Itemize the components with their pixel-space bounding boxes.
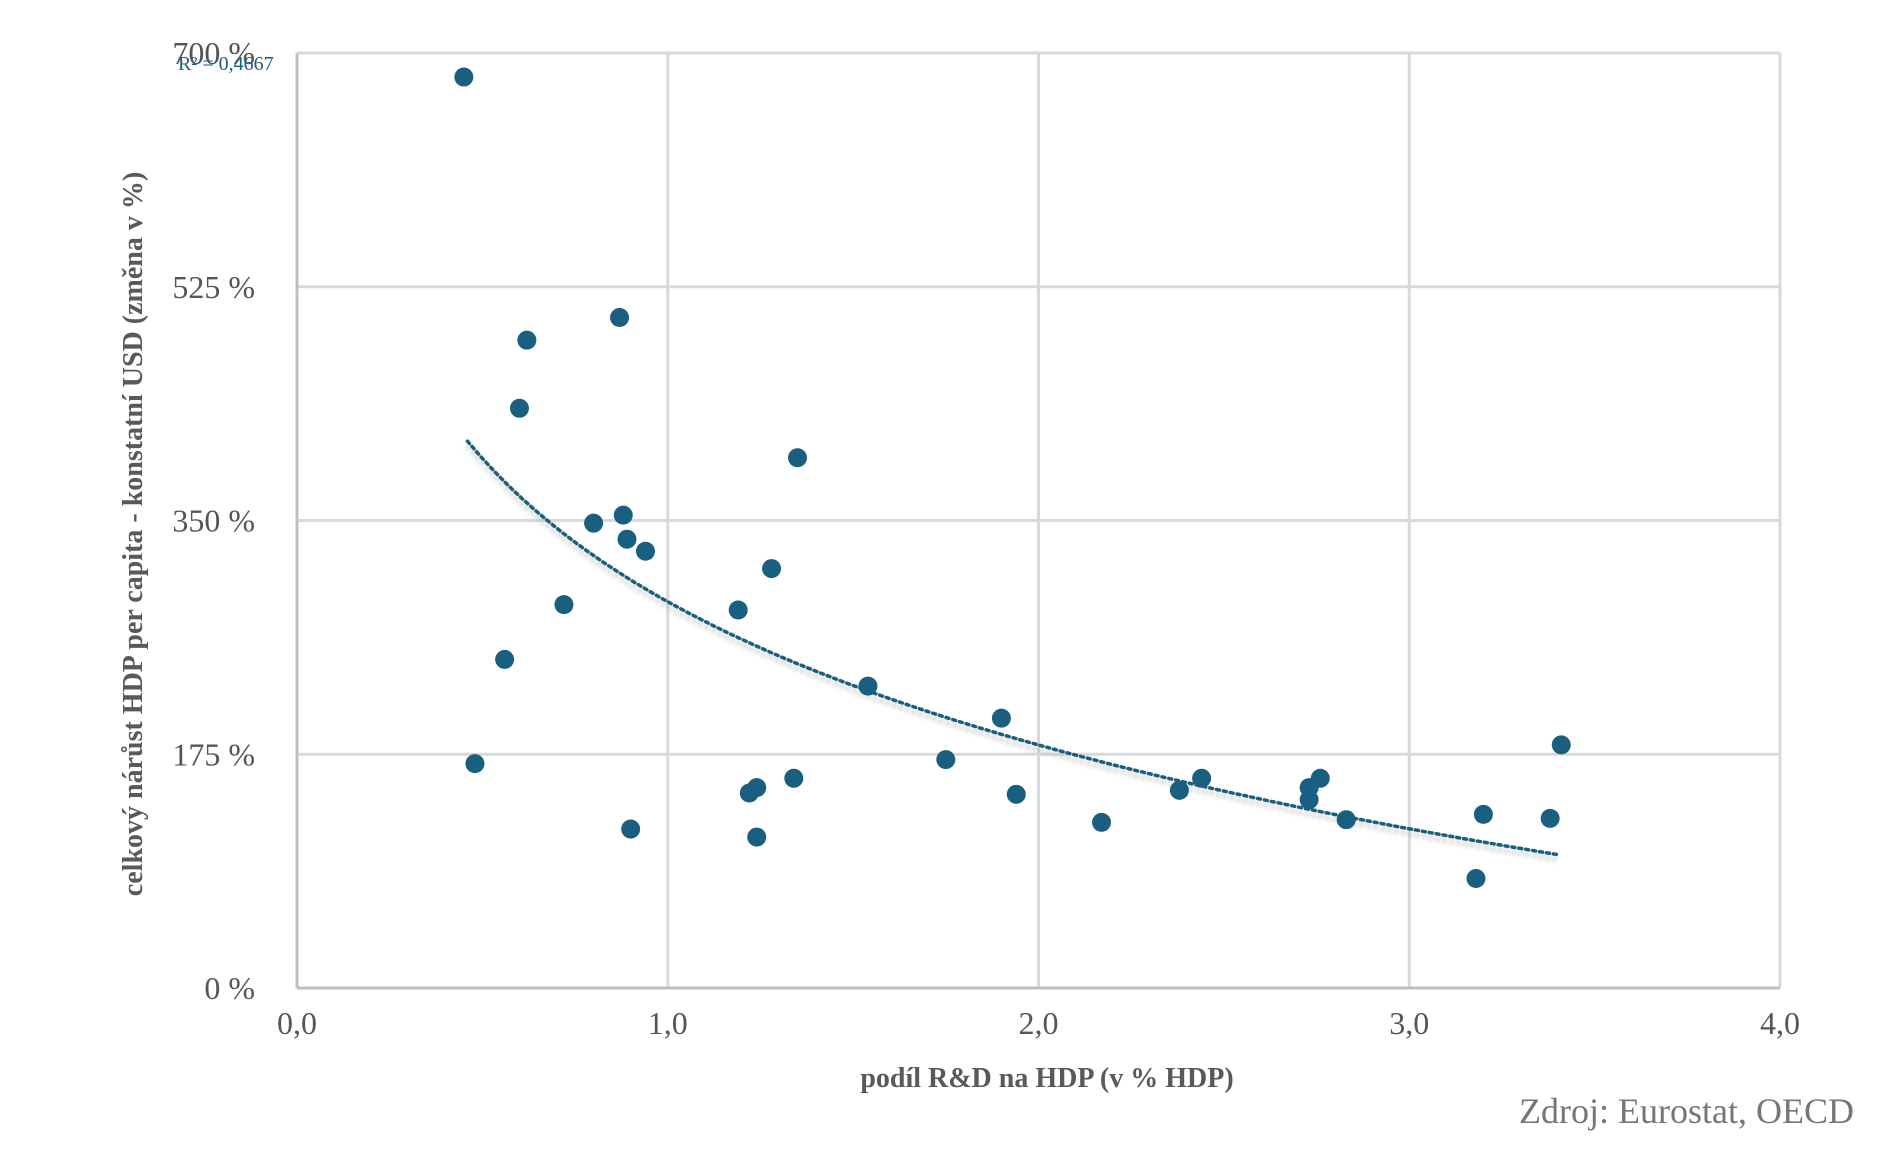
data-point	[747, 778, 767, 798]
y-tick-label: 175 %	[172, 736, 255, 772]
data-point	[728, 600, 748, 620]
data-point	[617, 529, 637, 549]
data-point	[788, 448, 808, 468]
source-note: Zdroj: Eurostat, OECD	[1519, 1091, 1854, 1131]
data-point	[621, 819, 641, 839]
data-point	[1551, 735, 1571, 755]
y-axis-title: celkový nárůst HDP per capita - konstatn…	[118, 172, 149, 896]
data-point	[858, 676, 878, 696]
x-axis-ticks: 0,0 1,0 2,0 3,0 4,0	[277, 1005, 1800, 1041]
data-point	[762, 559, 782, 579]
y-tick-label: 525 %	[172, 269, 255, 305]
data-point	[936, 750, 956, 770]
y-tick-label: 0 %	[204, 970, 255, 1006]
data-point	[1169, 780, 1189, 800]
data-point	[636, 541, 656, 561]
data-point	[554, 595, 574, 615]
data-point	[1006, 784, 1026, 804]
data-point	[1310, 768, 1330, 788]
data-point	[1192, 768, 1212, 788]
x-axis-title: podíl R&D na HDP (v % HDP)	[860, 1063, 1233, 1094]
data-point	[465, 754, 485, 774]
y-tick-label: 350 %	[172, 503, 255, 539]
y-axis-ticks: 0 % 175 % 350 % 525 % 700 %	[172, 35, 255, 1006]
data-point	[1336, 810, 1356, 830]
data-point	[509, 398, 529, 418]
trendline-shadow	[465, 444, 1558, 863]
x-tick-label: 0,0	[277, 1005, 317, 1041]
trendline-path	[465, 439, 1560, 857]
data-point	[1092, 812, 1112, 832]
data-point	[784, 768, 804, 788]
data-points	[454, 67, 1571, 888]
x-tick-label: 1,0	[648, 1005, 688, 1041]
x-tick-label: 3,0	[1389, 1005, 1429, 1041]
data-point	[1540, 808, 1560, 828]
grid-lines	[295, 51, 1782, 990]
data-point	[613, 505, 633, 525]
data-point	[454, 67, 474, 87]
data-point	[495, 649, 515, 669]
data-point	[517, 330, 537, 350]
data-point	[584, 513, 604, 533]
trendline	[465, 439, 1560, 863]
data-point	[610, 307, 630, 327]
x-tick-label: 4,0	[1760, 1005, 1800, 1041]
data-point	[991, 708, 1011, 728]
data-point	[747, 827, 767, 847]
y-tick-label: 700 %	[172, 35, 255, 71]
data-point	[1299, 790, 1319, 810]
data-point	[1466, 868, 1486, 888]
x-tick-label: 2,0	[1019, 1005, 1059, 1041]
plot-frame	[295, 53, 1780, 990]
data-point	[1473, 804, 1493, 824]
r-squared-label: R² = 0,4667	[178, 53, 274, 75]
